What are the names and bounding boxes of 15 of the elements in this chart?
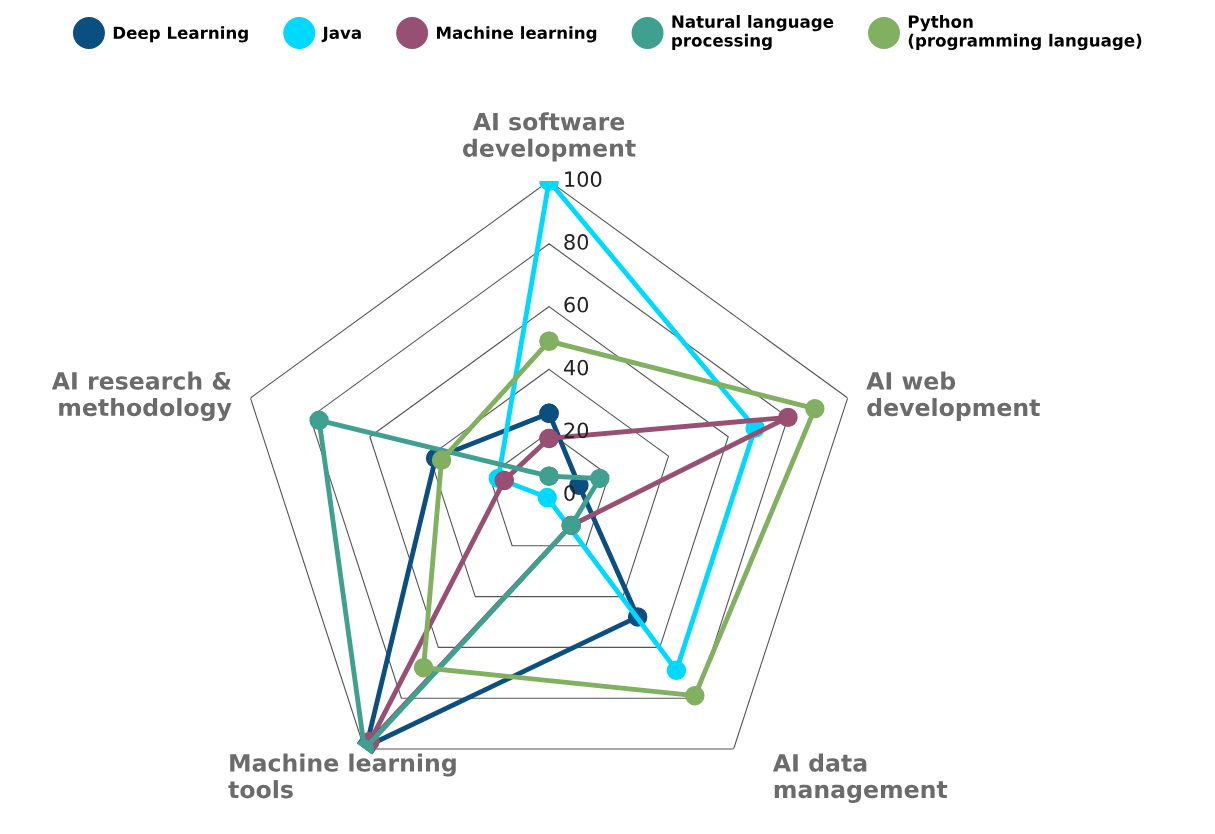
spoke-label: AI data management xyxy=(772,753,948,803)
legend-label: Java xyxy=(321,26,361,43)
spoke-label: AI web development xyxy=(866,371,1040,421)
y-tick-label: 60 xyxy=(564,296,589,313)
legend-label: Machine learning xyxy=(436,26,597,43)
spoke-label: AI software development xyxy=(463,112,636,162)
legend-label: Natural language processing xyxy=(672,15,834,51)
y-tick-label: 0 xyxy=(564,485,575,502)
y-tick-label: 40 xyxy=(563,359,589,376)
legend-label: Deep Learning xyxy=(113,26,248,43)
legend-label: Python (programming language) xyxy=(908,15,1142,51)
spoke-label: AI research & methodology xyxy=(51,371,232,421)
spoke-label: Machine learning tools xyxy=(228,753,456,799)
y-tick-label: 100 xyxy=(565,171,602,188)
y-tick-label: 80 xyxy=(564,234,589,250)
